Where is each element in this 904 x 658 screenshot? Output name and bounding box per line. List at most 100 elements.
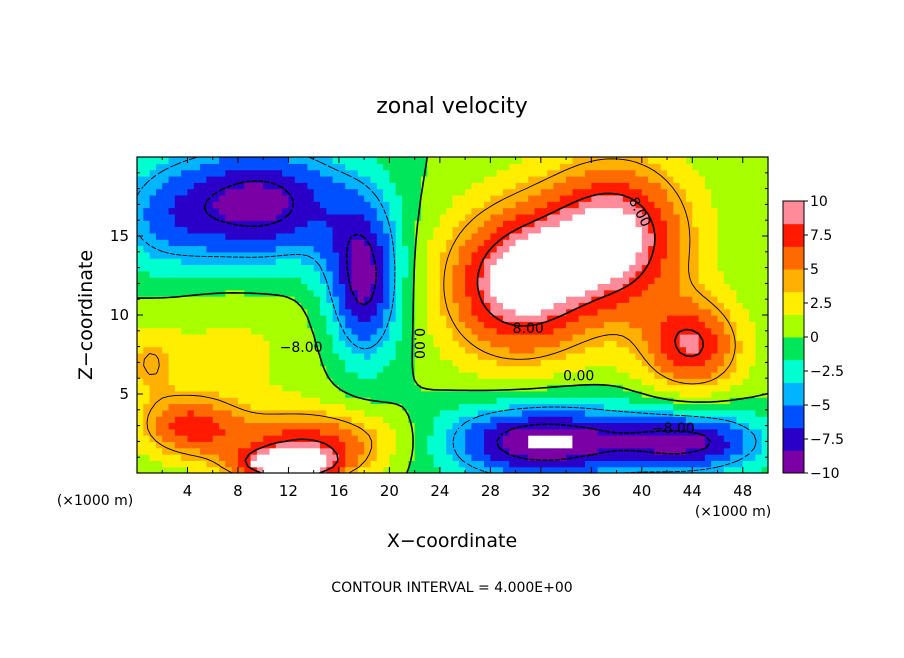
heatmap-cell: [484, 302, 491, 310]
heatmap-cell: [755, 289, 763, 297]
heatmap-cell: [326, 397, 334, 405]
heatmap-cell: [616, 245, 624, 253]
heatmap-cell: [414, 302, 422, 310]
heatmap-cell: [326, 258, 334, 266]
heatmap-cell: [313, 201, 321, 209]
heatmap-cell: [219, 371, 226, 379]
heatmap-cell: [370, 226, 378, 234]
heatmap-cell: [755, 245, 763, 253]
heatmap-cell: [698, 365, 706, 373]
heatmap-cell: [736, 346, 744, 354]
heatmap-cell: [559, 277, 567, 284]
heatmap-cell: [212, 175, 220, 183]
heatmap-cell: [345, 321, 353, 329]
heatmap-cell: [502, 359, 510, 367]
heatmap-cell: [200, 352, 208, 360]
heatmap-cell: [635, 296, 643, 303]
heatmap-cell: [496, 460, 504, 468]
heatmap-cell: [496, 308, 504, 316]
heatmap-cell: [212, 163, 220, 171]
heatmap-cell: [648, 194, 656, 202]
heatmap-cell: [685, 169, 693, 177]
heatmap-cell: [736, 397, 744, 405]
heatmap-cell: [294, 213, 302, 221]
heatmap-cell: [736, 182, 744, 190]
heatmap-cell: [496, 333, 504, 341]
heatmap-cell: [648, 182, 656, 190]
heatmap-cell: [610, 365, 618, 373]
heatmap-cell: [420, 289, 428, 297]
heatmap-cell: [616, 460, 624, 468]
heatmap-cell: [465, 346, 473, 354]
heatmap-cell: [566, 466, 573, 473]
heatmap-cell: [648, 352, 656, 360]
heatmap-cell: [698, 403, 706, 411]
heatmap-cell: [244, 441, 252, 449]
heatmap-cell: [730, 409, 738, 417]
heatmap-cell: [200, 384, 208, 392]
heatmap-cell: [263, 447, 271, 455]
heatmap-cell: [742, 194, 750, 202]
heatmap-cell: [332, 365, 340, 373]
heatmap-cell: [414, 226, 422, 234]
heatmap-cell: [376, 264, 384, 272]
heatmap-cell: [685, 365, 693, 373]
heatmap-cell: [338, 384, 346, 392]
heatmap-cell: [187, 296, 195, 303]
heatmap-cell: [288, 321, 296, 329]
heatmap-cell: [402, 422, 409, 430]
heatmap-cell: [446, 220, 454, 228]
heatmap-cell: [376, 207, 384, 215]
heatmap-cell: [212, 302, 220, 310]
heatmap-cell: [143, 378, 151, 386]
heatmap-cell: [231, 213, 239, 221]
heatmap-cell: [616, 340, 624, 348]
heatmap-cell: [383, 333, 390, 341]
heatmap-cell: [389, 327, 397, 335]
heatmap-cell: [219, 403, 226, 411]
heatmap-cell: [181, 315, 189, 322]
heatmap-cell: [635, 188, 643, 196]
heatmap-cell: [597, 409, 605, 417]
heatmap-cell: [319, 182, 327, 190]
heatmap-cell: [730, 232, 738, 240]
heatmap-cell: [616, 169, 624, 177]
heatmap-cell: [219, 194, 226, 202]
heatmap-cell: [471, 245, 479, 253]
heatmap-cell: [597, 157, 605, 164]
heatmap-cell: [654, 416, 662, 424]
heatmap-cell: [275, 371, 283, 379]
heatmap-cell: [730, 378, 738, 386]
heatmap-cell: [143, 435, 151, 442]
heatmap-cell: [566, 359, 573, 367]
heatmap-cell: [345, 182, 353, 190]
heatmap-cell: [585, 340, 592, 348]
heatmap-cell: [761, 264, 768, 272]
heatmap-cell: [338, 435, 346, 442]
heatmap-cell: [635, 422, 643, 430]
heatmap-cell: [187, 371, 195, 379]
heatmap-cell: [641, 359, 649, 367]
heatmap-cell: [206, 258, 214, 266]
heatmap-cell: [307, 460, 315, 468]
heatmap-cell: [566, 428, 573, 436]
heatmap-cell: [301, 220, 308, 228]
heatmap-cell: [439, 409, 447, 417]
heatmap-cell: [338, 157, 346, 164]
heatmap-cell: [578, 460, 586, 468]
heatmap-cell: [427, 308, 435, 316]
heatmap-cell: [338, 258, 346, 266]
heatmap-cell: [345, 315, 353, 322]
heatmap-cell: [294, 447, 302, 455]
heatmap-cell: [256, 270, 264, 278]
heatmap-cell: [490, 277, 498, 284]
heatmap-cell: [149, 321, 157, 329]
heatmap-cell: [376, 251, 384, 259]
heatmap-cell: [591, 422, 599, 430]
heatmap-cell: [206, 232, 214, 240]
heatmap-cell: [383, 371, 390, 379]
heatmap-cell: [364, 359, 372, 367]
heatmap-cell: [685, 163, 693, 171]
heatmap-cell: [471, 182, 479, 190]
heatmap-cell: [376, 213, 384, 221]
